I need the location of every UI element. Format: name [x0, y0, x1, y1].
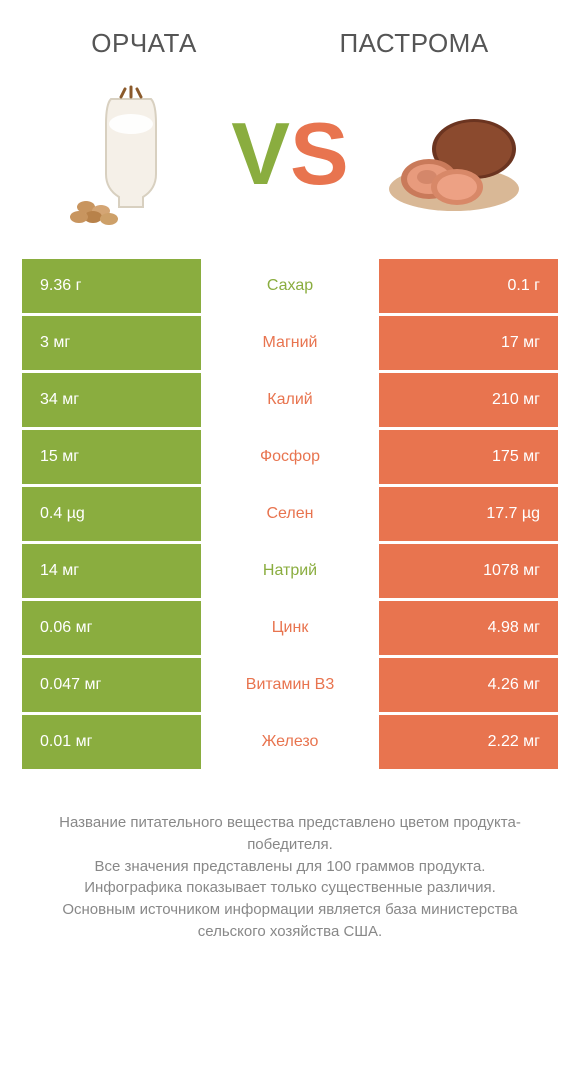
- footer-line: Название питательного вещества представл…: [30, 812, 550, 856]
- right-product-title: ПАСТРОМА: [339, 28, 488, 59]
- table-row: 0.4 µgСелен17.7 µg: [22, 487, 558, 541]
- table-row: 3 мгМагний17 мг: [22, 316, 558, 370]
- footer-line: Инфографика показывает только существенн…: [30, 877, 550, 899]
- nutrient-label: Фосфор: [201, 430, 380, 484]
- nutrient-label: Калий: [201, 373, 380, 427]
- table-row: 0.01 мгЖелезо2.22 мг: [22, 715, 558, 769]
- table-row: 14 мгНатрий1078 мг: [22, 544, 558, 598]
- table-row: 15 мгФосфор175 мг: [22, 430, 558, 484]
- hero-row: VS: [0, 69, 580, 259]
- nutrient-label: Сахар: [201, 259, 380, 313]
- table-row: 9.36 гСахар0.1 г: [22, 259, 558, 313]
- right-value-cell: 1078 мг: [379, 544, 558, 598]
- left-value-cell: 0.4 µg: [22, 487, 201, 541]
- footer-line: Все значения представлены для 100 граммо…: [30, 856, 550, 878]
- table-row: 0.06 мгЦинк4.98 мг: [22, 601, 558, 655]
- left-value-cell: 15 мг: [22, 430, 201, 484]
- nutrient-label: Селен: [201, 487, 380, 541]
- right-value-cell: 17 мг: [379, 316, 558, 370]
- left-value-cell: 14 мг: [22, 544, 201, 598]
- right-value-cell: 0.1 г: [379, 259, 558, 313]
- right-product-image: [379, 79, 529, 229]
- vs-label: VS: [231, 110, 348, 198]
- nutrient-label: Натрий: [201, 544, 380, 598]
- left-product-image: [51, 79, 201, 229]
- left-value-cell: 0.047 мг: [22, 658, 201, 712]
- nutrient-label: Витамин B3: [201, 658, 380, 712]
- table-row: 34 мгКалий210 мг: [22, 373, 558, 427]
- footer-line: Основным источником информации является …: [30, 899, 550, 943]
- nutrient-label: Магний: [201, 316, 380, 370]
- right-value-cell: 17.7 µg: [379, 487, 558, 541]
- header: ОРЧАТА ПАСТРОМА: [0, 0, 580, 69]
- nutrient-label: Цинк: [201, 601, 380, 655]
- infographic: ОРЧАТА ПАСТРОМА VS: [0, 0, 580, 983]
- left-product-title: ОРЧАТА: [91, 28, 197, 59]
- right-value-cell: 4.98 мг: [379, 601, 558, 655]
- nutrient-table: 9.36 гСахар0.1 г3 мгМагний17 мг34 мгКали…: [0, 259, 580, 769]
- vs-s: S: [290, 110, 349, 198]
- table-row: 0.047 мгВитамин B34.26 мг: [22, 658, 558, 712]
- right-value-cell: 175 мг: [379, 430, 558, 484]
- vs-v: V: [231, 110, 290, 198]
- right-value-cell: 2.22 мг: [379, 715, 558, 769]
- right-value-cell: 210 мг: [379, 373, 558, 427]
- right-value-cell: 4.26 мг: [379, 658, 558, 712]
- left-value-cell: 0.06 мг: [22, 601, 201, 655]
- nutrient-label: Железо: [201, 715, 380, 769]
- left-value-cell: 9.36 г: [22, 259, 201, 313]
- left-value-cell: 34 мг: [22, 373, 201, 427]
- left-value-cell: 3 мг: [22, 316, 201, 370]
- left-value-cell: 0.01 мг: [22, 715, 201, 769]
- footer-notes: Название питательного вещества представл…: [0, 772, 580, 983]
